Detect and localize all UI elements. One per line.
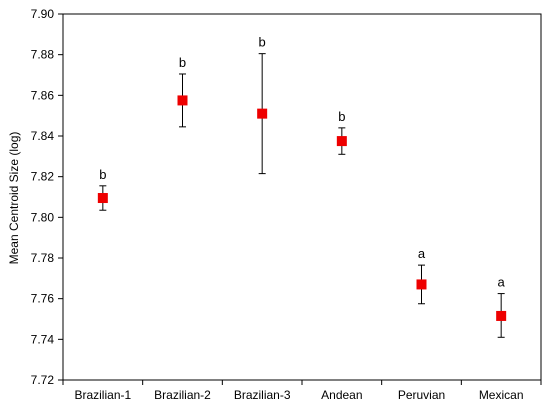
data-marks: b b b b a a — [97, 35, 507, 338]
y-tick-label: 7.82 — [31, 170, 55, 184]
data-point — [97, 193, 108, 204]
y-axis-title: Mean Centroid Size (log) — [7, 132, 21, 265]
significance-label: a — [498, 275, 506, 290]
significance-label: b — [259, 35, 266, 50]
y-tick-label: 7.76 — [31, 292, 55, 306]
axes: 7.72 7.74 7.76 7.78 7.80 7.82 7.84 7.86 7.88 7.90… — [31, 7, 542, 402]
significance-label: a — [418, 246, 426, 261]
data-point — [416, 279, 427, 290]
significance-label: b — [338, 109, 345, 124]
y-tick-label: 7.80 — [31, 210, 55, 224]
x-tick-label: Brazilian-1 — [74, 388, 131, 402]
x-tick-label: Brazilian-3 — [234, 388, 291, 402]
y-tick-label: 7.86 — [31, 88, 55, 102]
y-tick-label: 7.72 — [31, 373, 55, 387]
y-tick-label: 7.74 — [31, 332, 55, 346]
plot-frame — [62, 13, 542, 381]
y-tick-label: 7.78 — [31, 251, 55, 265]
y-tick-label: 7.84 — [31, 129, 55, 143]
x-tick-label: Andean — [321, 388, 362, 402]
data-point — [336, 136, 347, 147]
data-point — [257, 108, 268, 119]
x-tick-label: Mexican — [479, 388, 524, 402]
y-tick-label: 7.88 — [31, 48, 55, 62]
x-tick-label: Peruvian — [398, 388, 445, 402]
significance-label: b — [179, 55, 186, 70]
x-tick-label: Brazilian-2 — [154, 388, 211, 402]
data-point — [177, 95, 188, 106]
significance-label: b — [99, 167, 106, 182]
y-tick-label: 7.90 — [31, 7, 55, 21]
data-point — [496, 310, 507, 321]
